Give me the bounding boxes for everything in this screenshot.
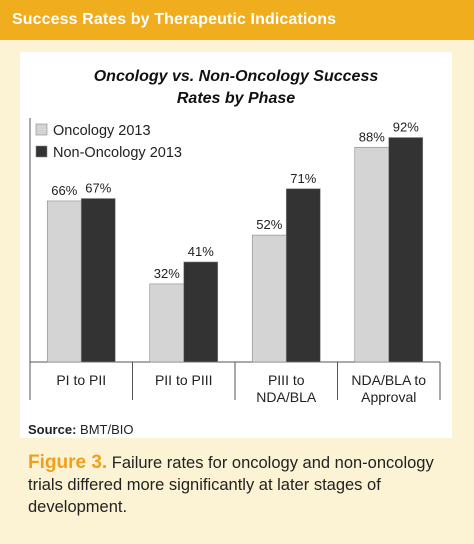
- data-label-non-oncology-3: 92%: [393, 120, 419, 135]
- bar-chart: 66% 32% 52% 88% 67% 41% 71% 92% PI to PII PII to …: [29, 118, 441, 405]
- bar-non-oncology-0: [80, 198, 116, 363]
- data-label-non-oncology-1: 41%: [188, 244, 214, 259]
- data-label-oncology-0: 66%: [51, 183, 77, 198]
- legend-label-non-oncology: Non-Oncology 2013: [53, 145, 182, 161]
- chart-title-line-1: Oncology vs. Non-Oncology Success: [93, 68, 379, 85]
- bar-non-oncology-3: [388, 137, 424, 363]
- data-label-oncology-1: 32%: [154, 266, 180, 281]
- data-label-oncology-3: 88%: [359, 129, 385, 144]
- bar-oncology-3: [354, 146, 390, 363]
- category-label-2-0: PIII to: [268, 372, 305, 388]
- source-value: BMT/BIO: [76, 422, 134, 437]
- bar-oncology-2: [251, 234, 287, 363]
- data-label-non-oncology-2: 71%: [290, 171, 316, 186]
- bar-non-oncology-1: [183, 261, 219, 363]
- category-label-2-1: NDA/BLA: [256, 389, 317, 405]
- chart-title-line-2: Rates by Phase: [176, 90, 296, 107]
- caption-text: Failure rates for oncology and non-oncol…: [28, 454, 434, 516]
- figure-label: Figure 3.: [28, 452, 108, 473]
- chart-card: Oncology vs. Non-Oncology Success Rates …: [20, 52, 452, 438]
- data-label-non-oncology-0: 67%: [85, 181, 111, 196]
- figure-caption: Figure 3. Failure rates for oncology and…: [28, 452, 448, 518]
- category-label-1-0: PII to PIII: [155, 372, 213, 388]
- category-label-3-0: NDA/BLA to: [351, 372, 426, 388]
- data-label-oncology-2: 52%: [256, 217, 282, 232]
- bar-non-oncology-2: [285, 188, 321, 363]
- bar-oncology-0: [46, 200, 82, 363]
- legend-swatch-non-oncology: [35, 145, 48, 158]
- source-label: Source:: [28, 422, 77, 437]
- header-title: Success Rates by Therapeutic Indications: [12, 11, 337, 28]
- category-label-3-1: Approval: [361, 389, 416, 405]
- bar-oncology-1: [149, 283, 185, 363]
- legend-label-oncology: Oncology 2013: [53, 123, 151, 139]
- legend-swatch-oncology: [35, 123, 48, 136]
- category-label-0-0: PI to PII: [56, 372, 106, 388]
- header-banner: Success Rates by Therapeutic Indications: [0, 0, 474, 40]
- source-note: Source: BMT/BIO: [28, 422, 133, 437]
- chart-title: Oncology vs. Non-Oncology Success Rates …: [20, 66, 452, 110]
